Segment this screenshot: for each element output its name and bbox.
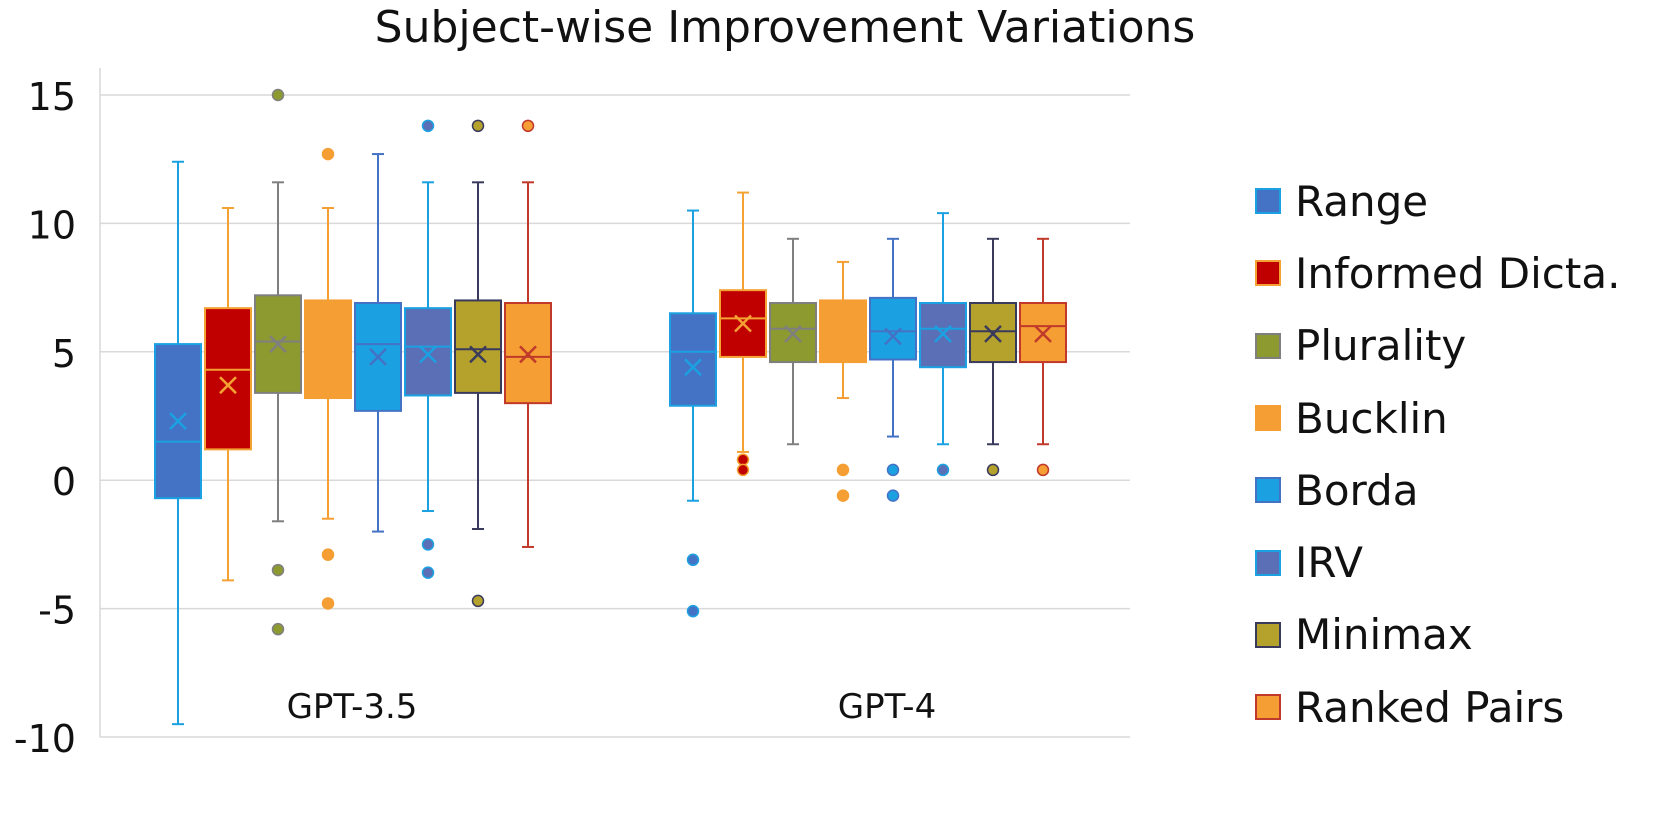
outlier-point xyxy=(471,119,485,133)
box-bucklin xyxy=(304,147,352,610)
box-iqr xyxy=(669,312,717,407)
legend-swatch xyxy=(1255,188,1281,215)
legend-swatch xyxy=(1255,405,1281,432)
box-minimax xyxy=(454,119,502,608)
legend-item: Range xyxy=(1255,165,1620,237)
y-tick-label: 10 xyxy=(28,203,76,247)
mean-marker xyxy=(734,314,752,333)
box-iqr xyxy=(354,302,402,412)
legend-swatch xyxy=(1255,621,1281,648)
legend-swatch xyxy=(1255,549,1281,576)
mean-marker xyxy=(419,345,437,364)
outlier-point xyxy=(986,463,1000,477)
mean-marker xyxy=(469,345,487,364)
legend-item: IRV xyxy=(1255,526,1620,598)
mean-marker xyxy=(984,324,1002,343)
box-informed-dicta- xyxy=(204,206,252,582)
chart-title: Subject-wise Improvement Variations xyxy=(374,2,1196,53)
mean-marker xyxy=(934,324,952,343)
legend-item: Borda xyxy=(1255,454,1620,526)
chart-legend: Range Informed Dicta. Plurality Bucklin Bord… xyxy=(1255,165,1620,743)
x-category-label: GPT-4 xyxy=(838,687,936,727)
y-tick-label: 0 xyxy=(52,460,76,504)
legend-label: Plurality xyxy=(1295,321,1467,371)
mean-marker xyxy=(884,327,902,346)
y-tick-label: -10 xyxy=(14,717,76,761)
mean-marker xyxy=(519,345,537,364)
outlier-point xyxy=(886,489,900,502)
outlier-point xyxy=(421,119,435,133)
mean-marker xyxy=(269,335,287,353)
box-range xyxy=(154,160,202,726)
outlier-point xyxy=(521,119,535,133)
mean-marker xyxy=(784,324,802,343)
box-borda xyxy=(354,153,402,533)
outlier-point xyxy=(271,622,285,636)
outlier-point xyxy=(886,463,900,477)
box-minimax xyxy=(969,237,1017,477)
box-range xyxy=(669,209,717,618)
box-ranked-pairs xyxy=(1019,237,1067,477)
outlier-point xyxy=(736,463,750,477)
mean-marker xyxy=(169,412,187,431)
outlier-point xyxy=(421,538,435,551)
box-plurality xyxy=(254,88,302,636)
box-iqr xyxy=(869,296,917,361)
y-tick-label: -5 xyxy=(38,589,76,633)
box-irv xyxy=(404,119,452,579)
legend-label: IRV xyxy=(1295,538,1364,588)
y-tick-label: 5 xyxy=(52,332,76,376)
outlier-point xyxy=(1036,463,1050,477)
y-tick-label: 15 xyxy=(28,75,76,119)
box-plurality xyxy=(769,237,817,446)
mean-marker xyxy=(834,324,852,343)
mean-marker xyxy=(684,358,702,377)
box-borda xyxy=(869,237,917,502)
legend-swatch xyxy=(1255,332,1281,359)
legend-item: Minimax xyxy=(1255,599,1620,671)
outlier-point xyxy=(936,463,950,477)
box-irv xyxy=(919,212,967,477)
legend-label: Informed Dicta. xyxy=(1295,248,1621,298)
mean-marker xyxy=(219,376,237,395)
mean-marker xyxy=(319,340,337,359)
outlier-point xyxy=(321,147,335,161)
box-iqr xyxy=(404,307,452,397)
legend-label: Ranked Pairs xyxy=(1295,682,1565,732)
outlier-point xyxy=(736,453,750,466)
outlier-point xyxy=(271,563,285,577)
mean-marker xyxy=(1034,324,1052,343)
legend-swatch xyxy=(1255,260,1281,287)
box-iqr xyxy=(204,307,252,451)
box-bucklin xyxy=(819,260,867,502)
box-iqr xyxy=(454,299,502,394)
legend-label: Range xyxy=(1295,176,1429,226)
legend-item: Ranked Pairs xyxy=(1255,671,1620,743)
legend-item: Bucklin xyxy=(1255,382,1620,454)
box-ranked-pairs xyxy=(504,119,552,548)
outlier-point xyxy=(321,597,335,610)
legend-swatch xyxy=(1255,477,1281,504)
outlier-point xyxy=(836,463,850,477)
outlier-point xyxy=(321,548,335,561)
outlier-point xyxy=(686,553,700,567)
mean-marker xyxy=(369,348,387,366)
legend-item: Plurality xyxy=(1255,310,1620,382)
legend-label: Borda xyxy=(1295,465,1419,515)
outlier-point xyxy=(836,489,850,502)
legend-label: Minimax xyxy=(1295,610,1473,660)
outlier-point xyxy=(686,604,700,618)
outlier-point xyxy=(471,594,485,608)
legend-item: Informed Dicta. xyxy=(1255,237,1620,309)
legend-swatch xyxy=(1255,694,1281,721)
outlier-point xyxy=(421,566,435,579)
outlier-point xyxy=(271,88,285,102)
x-category-label: GPT-3.5 xyxy=(287,687,418,727)
legend-label: Bucklin xyxy=(1295,393,1448,443)
box-informed-dicta- xyxy=(719,191,767,477)
